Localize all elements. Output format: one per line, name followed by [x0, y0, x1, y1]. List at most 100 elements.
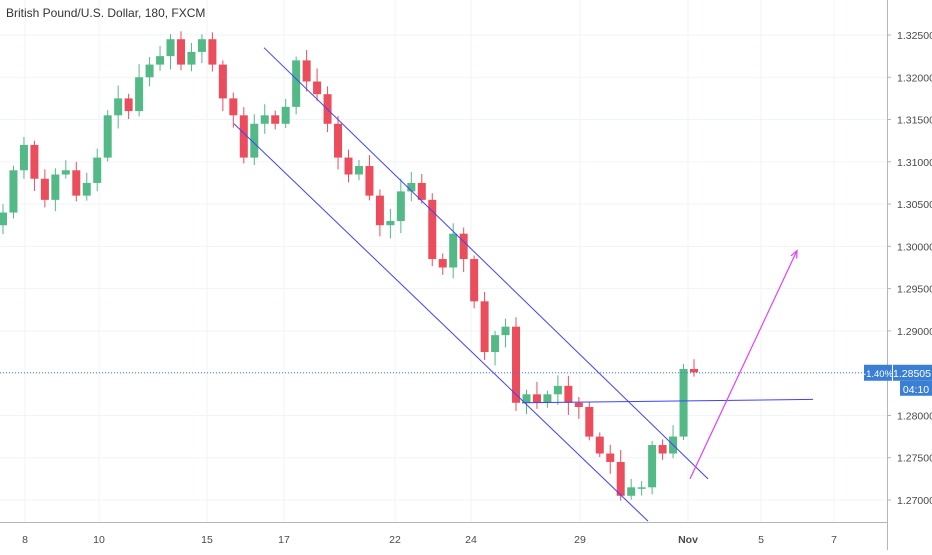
candle-up	[396, 191, 405, 221]
candle-up	[449, 233, 458, 268]
candle-down	[30, 144, 39, 179]
price-tick-label: 1.29000	[897, 326, 932, 338]
candles	[0, 31, 698, 501]
candle-up	[501, 326, 510, 336]
countdown-badge	[900, 380, 932, 396]
price-tick-label: 1.32000	[897, 72, 932, 84]
candle-down	[574, 402, 583, 407]
candle-down	[459, 233, 468, 260]
candle-down	[658, 445, 667, 454]
channel-upper-line[interactable]	[263, 47, 709, 480]
candle-down	[564, 385, 573, 403]
price-tick-label: 1.30500	[897, 199, 932, 211]
candle-down	[334, 123, 343, 158]
candle-up	[103, 115, 112, 158]
candle-down	[72, 170, 81, 196]
time-tick-label: 15	[201, 534, 213, 546]
change-badge	[864, 364, 892, 381]
candle-up	[51, 174, 60, 200]
candle-up	[292, 60, 301, 107]
price-tick-label: 1.31000	[897, 157, 932, 169]
candle-down	[606, 453, 615, 462]
time-tick-label: 22	[389, 534, 401, 546]
candle-up	[250, 123, 259, 158]
candle-down	[208, 39, 217, 65]
candle-down	[616, 461, 625, 496]
candle-down	[229, 98, 238, 116]
time-tick-label: 29	[574, 534, 586, 546]
candle-down	[124, 98, 133, 112]
candle-down	[302, 60, 311, 82]
candle-down	[344, 157, 353, 175]
candle-down	[428, 199, 437, 260]
candle-down	[218, 64, 227, 99]
candle-up	[637, 487, 646, 489]
candle-down	[375, 195, 384, 226]
candle-down	[417, 182, 426, 200]
time-tick-label: 5	[758, 534, 764, 546]
candle-down	[365, 166, 374, 196]
drawings[interactable]	[0, 47, 887, 522]
price-tick-label: 1.28000	[897, 410, 932, 422]
price-tick-label: 1.32500	[897, 30, 932, 42]
price-tick-label: 1.27000	[897, 495, 932, 507]
time-tick-label: 7	[831, 534, 837, 546]
price-tick-label: 1.31500	[897, 115, 932, 127]
price-tick-label: 1.29500	[897, 284, 932, 296]
candle-up	[260, 115, 269, 124]
candle-up	[61, 170, 70, 175]
candle-up	[9, 170, 18, 213]
candle-down	[438, 259, 447, 268]
candle-up	[679, 368, 688, 437]
time-tick-label: Nov	[678, 534, 698, 546]
candle-up	[281, 106, 290, 124]
candle-up	[145, 64, 154, 78]
candle-up	[354, 166, 363, 175]
candle-down	[585, 407, 594, 437]
candle-down	[470, 259, 479, 302]
candle-down	[690, 368, 698, 373]
projection-arrow[interactable]	[689, 250, 798, 480]
price-tick-label: 1.30000	[897, 241, 932, 253]
candle-down	[176, 39, 185, 65]
candle-up	[386, 221, 395, 226]
candle-up	[197, 39, 206, 52]
countdown-label: 04:10	[903, 384, 929, 396]
candle-up	[156, 56, 165, 65]
candle-down	[532, 394, 541, 403]
candle-down	[480, 301, 489, 353]
arrow-head-icon	[790, 249, 798, 259]
candle-down	[271, 115, 280, 124]
candle-up	[407, 182, 416, 192]
time-tick-label: 24	[465, 534, 477, 546]
candle-up	[19, 144, 28, 171]
symbol-title: British Pound/U.S. Dollar, 180, FXCM	[6, 6, 206, 20]
channel-lower-line[interactable]	[233, 123, 649, 522]
candle-up	[543, 394, 552, 403]
candle-down	[239, 115, 248, 158]
candle-up	[648, 445, 657, 488]
candle-up	[0, 212, 7, 226]
candle-down	[40, 178, 49, 200]
candle-up	[491, 335, 500, 353]
candle-down	[595, 436, 604, 454]
candle-up	[114, 98, 123, 116]
candle-up	[166, 39, 175, 57]
candle-up	[93, 157, 102, 183]
time-tick-label: 17	[278, 534, 290, 546]
current-price-badge	[893, 364, 932, 381]
candle-down	[313, 81, 322, 95]
time-tick-label: 10	[93, 534, 105, 546]
candle-up	[553, 385, 562, 395]
price-tick-label: 1.27500	[897, 453, 932, 465]
candle-down	[512, 326, 521, 403]
candle-up	[627, 487, 636, 496]
breakout-horizontal-line[interactable]	[521, 398, 814, 404]
candle-up	[82, 182, 91, 196]
time-tick-label: 8	[22, 534, 28, 546]
change-label: -1.40%	[863, 369, 894, 380]
current-price-label: 1.28505	[893, 368, 931, 380]
